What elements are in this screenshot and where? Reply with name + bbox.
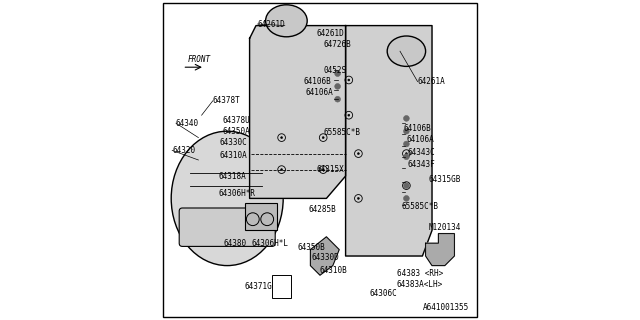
Text: 65585C*B: 65585C*B [402,202,438,211]
Text: 64261A: 64261A [418,77,445,86]
Circle shape [404,183,410,188]
Text: 64330D: 64330D [312,253,340,262]
Polygon shape [346,26,432,256]
Circle shape [404,141,410,147]
Circle shape [348,79,349,81]
Circle shape [335,84,340,89]
Circle shape [404,196,410,201]
Circle shape [357,197,360,199]
Text: 64261D: 64261D [258,20,285,28]
Text: M120134: M120134 [429,223,461,232]
Text: 64106B: 64106B [403,124,431,132]
Text: 64318A: 64318A [218,172,246,180]
Text: 64350B: 64350B [298,244,325,252]
Text: 64306H*L: 64306H*L [251,239,288,248]
Ellipse shape [266,5,307,37]
Text: 64378T: 64378T [212,96,241,105]
Bar [272,275,291,298]
Text: 0452S: 0452S [323,66,346,75]
Text: 64306C: 64306C [370,289,397,298]
Text: A641001355: A641001355 [422,303,468,312]
Circle shape [404,128,410,134]
Circle shape [348,114,349,116]
FancyBboxPatch shape [179,208,275,246]
Text: 64383A<LH>: 64383A<LH> [397,280,443,289]
Text: FRONT: FRONT [187,55,211,64]
Text: 64106A: 64106A [306,88,333,97]
Polygon shape [310,237,339,275]
Text: 64380: 64380 [224,239,247,248]
Text: 64261D: 64261D [317,29,344,38]
Text: 64106A: 64106A [406,135,434,144]
Polygon shape [426,234,454,266]
Text: 64378U: 64378U [223,116,250,124]
Text: 64320: 64320 [172,146,195,155]
Text: 65585C*B: 65585C*B [323,128,360,137]
Circle shape [404,116,410,121]
Text: 64315X: 64315X [317,165,344,174]
Text: 64726B: 64726B [323,40,351,49]
Circle shape [404,154,410,160]
Circle shape [357,153,360,155]
Circle shape [323,169,324,171]
Circle shape [335,71,340,76]
Text: 64310A: 64310A [219,151,247,160]
Circle shape [406,185,407,187]
Ellipse shape [387,36,426,67]
Text: 64330C: 64330C [219,138,247,147]
Text: 64106B: 64106B [303,77,331,86]
Circle shape [281,137,283,139]
Ellipse shape [172,131,284,266]
Text: 64343C: 64343C [408,148,436,156]
Polygon shape [250,26,346,198]
Circle shape [281,169,283,171]
Circle shape [323,137,324,139]
Text: 64371G: 64371G [245,282,273,291]
Text: 64343F: 64343F [408,160,436,169]
Text: 64315GB: 64315GB [429,175,461,184]
Text: 64306H*R: 64306H*R [218,189,255,198]
Text: 64285B: 64285B [309,205,337,214]
Text: 64350A: 64350A [223,127,250,136]
Text: 64310B: 64310B [320,266,348,275]
Text: 64340: 64340 [176,119,199,128]
Bar [245,203,277,230]
Text: 64383 <RH>: 64383 <RH> [397,269,443,278]
Circle shape [335,96,340,102]
Circle shape [406,153,407,155]
